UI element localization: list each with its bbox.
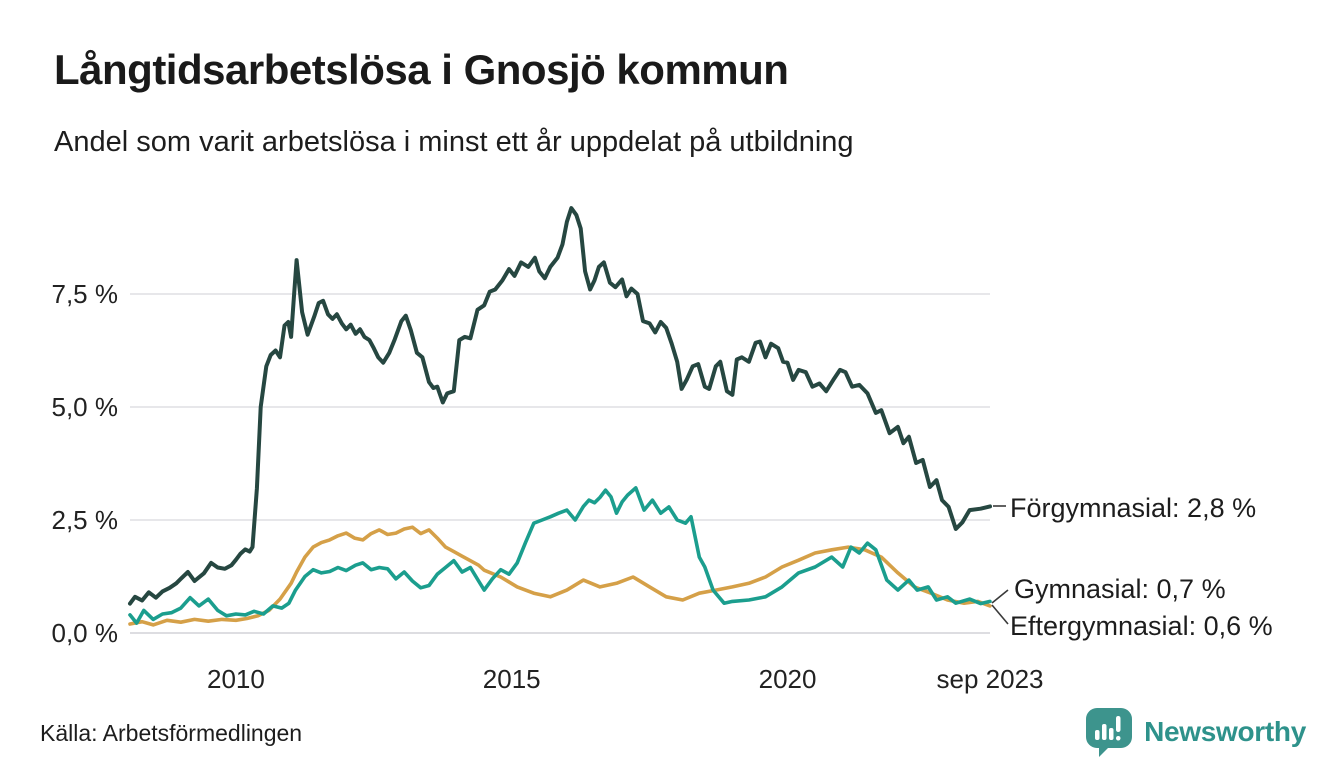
y-tick-label: 7,5 % <box>52 279 119 309</box>
connector-eftergymnasial <box>991 604 1009 625</box>
series-lines-layer <box>128 206 992 627</box>
newsworthy-wordmark: Newsworthy <box>1144 716 1306 747</box>
x-tick-label: sep 2023 <box>937 664 1044 694</box>
annotation-eftergymnasial: Eftergymnasial: 0,6 % <box>1010 611 1273 641</box>
series-line-gymnasial <box>128 486 992 625</box>
annotation-forgymnasial: Förgymnasial: 2,8 % <box>1010 493 1257 523</box>
y-tick-label: 0,0 % <box>52 618 119 648</box>
newsworthy-logo: Newsworthy <box>1084 706 1306 758</box>
series-line-eftergymnasial <box>128 525 992 627</box>
axis-labels-layer: 0,0 % 2,5 % 5,0 % 7,5 % 2010 2015 2020 sep 2023 <box>52 279 1044 694</box>
y-tick-label: 2,5 % <box>52 505 119 535</box>
gridlines-layer <box>130 293 990 634</box>
x-tick-label: 2010 <box>207 664 265 694</box>
x-tick-label: 2020 <box>759 664 817 694</box>
source-note: Källa: Arbetsförmedlingen <box>40 720 303 746</box>
annotation-connectors <box>991 505 1009 625</box>
page-title: Långtidsarbetslösa i Gnosjö kommun <box>54 46 789 93</box>
newsworthy-bubble-icon <box>1086 708 1133 757</box>
series-line-förgymnasial <box>128 206 992 606</box>
connector-gymnasial <box>991 589 1009 604</box>
page-subtitle: Andel som varit arbetslösa i minst ett å… <box>54 126 854 158</box>
annotation-gymnasial: Gymnasial: 0,7 % <box>1014 574 1226 604</box>
x-tick-label: 2015 <box>483 664 541 694</box>
y-tick-label: 5,0 % <box>52 392 119 422</box>
